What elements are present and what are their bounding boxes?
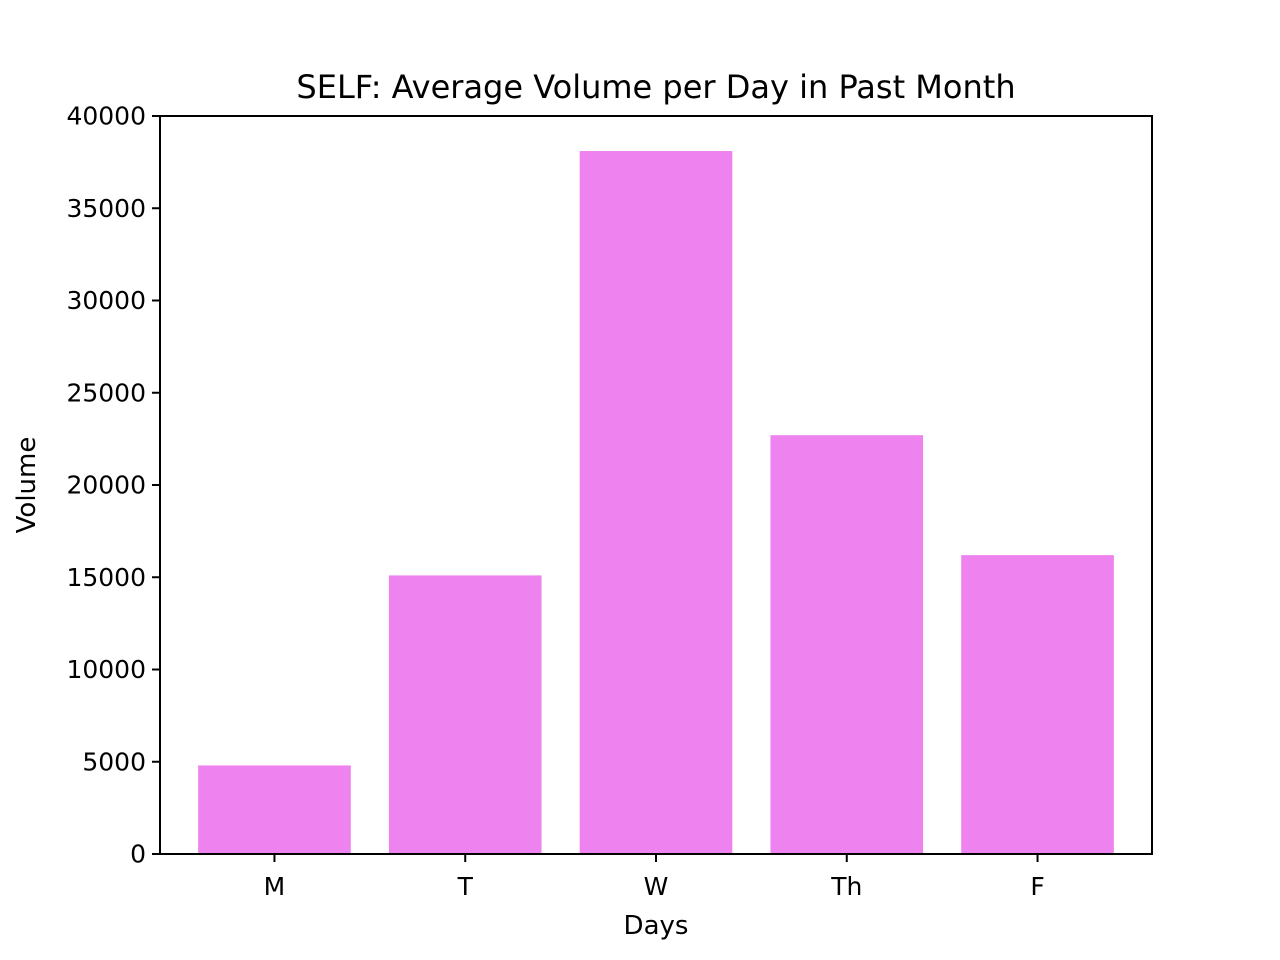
plot-frame bbox=[159, 115, 1153, 855]
y-tick-label: 30000 bbox=[66, 286, 146, 315]
bar-th bbox=[770, 435, 924, 854]
chart-title: SELF: Average Volume per Day in Past Mon… bbox=[296, 68, 1015, 106]
x-tick-label-th: Th bbox=[830, 872, 862, 901]
x-tick-label-w: W bbox=[644, 872, 669, 901]
bar-m bbox=[198, 765, 351, 854]
y-tick-label: 10000 bbox=[66, 655, 146, 684]
x-tick-label-t: T bbox=[457, 872, 474, 901]
y-axis: 0 5000 10000 15000 20000 25000 30000 35000 40000 bbox=[66, 102, 160, 869]
y-tick-label: 40000 bbox=[66, 102, 146, 131]
bar-t bbox=[388, 575, 542, 854]
y-tick-label: 0 bbox=[130, 840, 146, 869]
y-axis-label: Volume bbox=[12, 437, 42, 534]
y-tick-label: 5000 bbox=[82, 747, 146, 776]
y-tick-label: 25000 bbox=[66, 378, 146, 407]
y-tick-label: 15000 bbox=[66, 563, 146, 592]
x-axis-label: Days bbox=[624, 911, 689, 941]
x-tick-label-m: M bbox=[264, 872, 286, 901]
x-tick-label-f: F bbox=[1030, 872, 1044, 901]
bar-w bbox=[579, 151, 733, 855]
y-tick-label: 20000 bbox=[66, 471, 146, 500]
bar-f bbox=[961, 555, 1114, 854]
y-tick-label: 35000 bbox=[66, 194, 146, 223]
x-axis: M T W Th F bbox=[264, 854, 1045, 901]
bars-layer bbox=[198, 151, 1114, 855]
